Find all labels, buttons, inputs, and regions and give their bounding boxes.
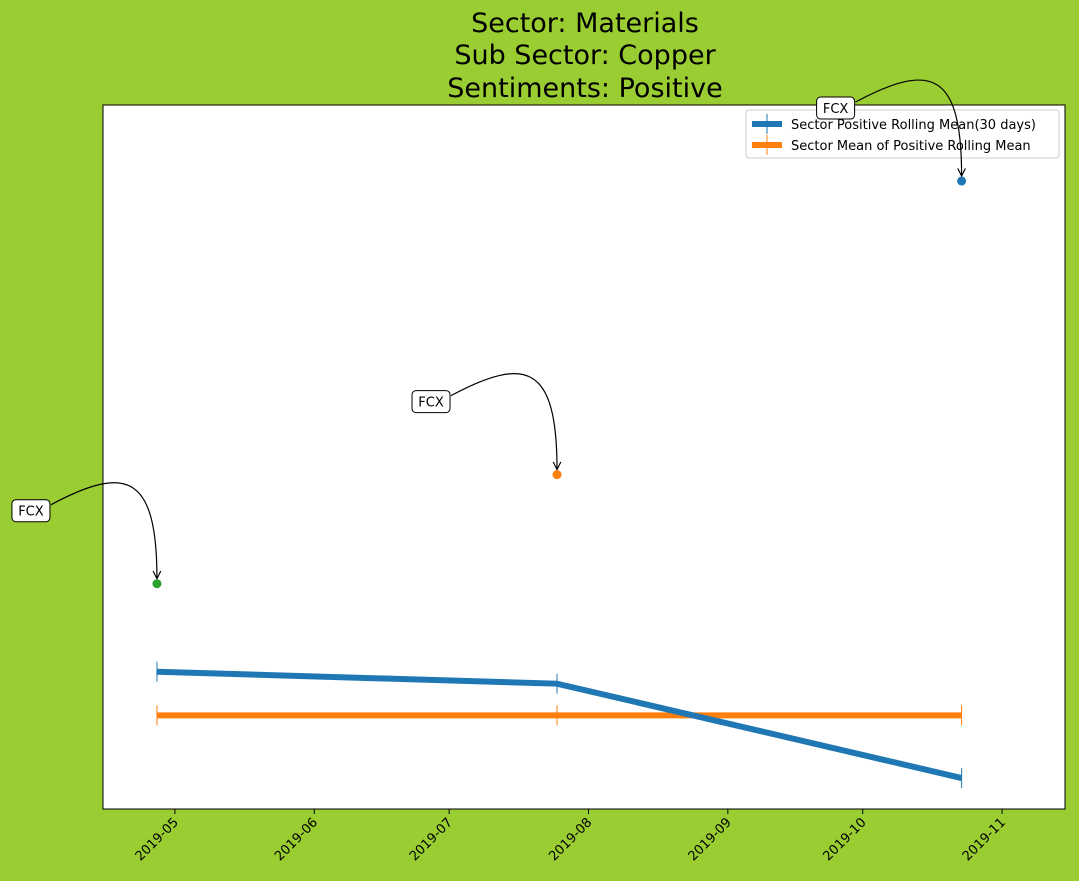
annotation-box [11, 499, 51, 523]
annotation-arrow [855, 79, 962, 176]
annotation-label: FCX [418, 396, 444, 411]
title-line-3: Sentiments: Positive [447, 73, 722, 104]
legend-label-rolling-mean: Sector Positive Rolling Mean(30 days) [791, 118, 1036, 133]
legend: Sector Positive Rolling Mean(30 days) Se… [745, 109, 1060, 159]
title-line-1: Sector: Materials [471, 8, 699, 39]
annotation-arrow [450, 373, 557, 470]
x-tick-label: 2019-07 [407, 815, 456, 864]
annotation-label: FCX [823, 102, 849, 117]
annotation-arrow [50, 482, 157, 579]
points-layer [152, 176, 967, 589]
data-point-0 [152, 579, 162, 589]
title-line-2: Sub Sector: Copper [454, 40, 716, 71]
annotation-label: FCX [18, 505, 44, 520]
x-tick-label: 2019-08 [546, 815, 595, 864]
data-point-1 [552, 470, 562, 480]
series-layer [156, 661, 963, 789]
x-axis: 2019-05 2019-06 2019-07 2019-08 2019-09 2019-… [133, 809, 1009, 864]
legend-label-mean-of-rolling-mean: Sector Mean of Positive Rolling Mean [791, 139, 1031, 154]
annotation-box [411, 390, 451, 414]
chart-title: Sector: Materials Sub Sector: Copper Sen… [447, 8, 722, 104]
x-tick-label: 2019-06 [272, 815, 321, 864]
x-tick-label: 2019-10 [821, 815, 870, 864]
x-tick-label: 2019-09 [686, 815, 735, 864]
annotation-box [816, 96, 856, 120]
plot-area [102, 104, 1066, 810]
data-point-2 [957, 176, 967, 186]
x-tick-label: 2019-05 [133, 815, 182, 864]
legend-box [745, 109, 1060, 159]
x-tick-label: 2019-11 [960, 815, 1009, 864]
annotations: FCX FCX FCX [11, 79, 962, 579]
